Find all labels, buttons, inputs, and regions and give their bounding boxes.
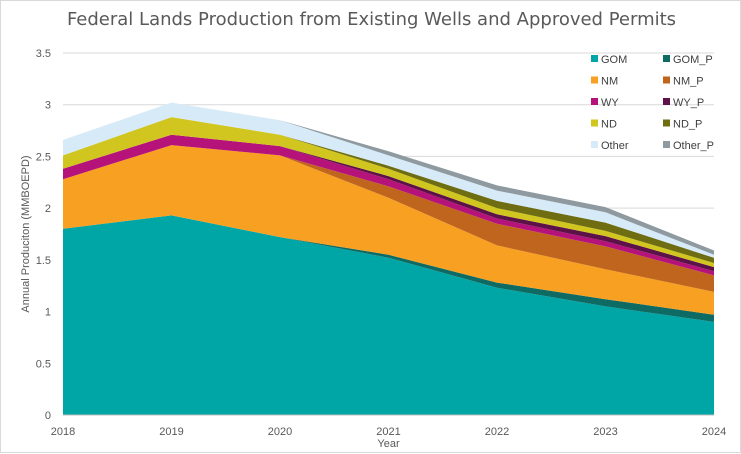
axes: 0 0.5 1 1.5 2 2.5 3 3.5 2018 2019 2020 2021 2022 2023… [36,48,727,438]
y-tick-label: 3 [45,100,51,112]
x-tick-label: 2018 [51,426,75,438]
legend-swatch [663,141,670,148]
x-tick-label: 2024 [702,426,726,438]
area-nm-p [63,145,714,292]
legend-label: GOM [601,54,627,66]
y-tick-label: 2 [45,203,51,215]
x-tick-label: 2019 [159,426,183,438]
x-tick-label: 2020 [268,426,292,438]
x-axis-title: Year [377,438,400,450]
legend-label: ND [601,119,617,131]
legend-swatch [591,55,598,62]
legend-label: WY_P [673,97,704,109]
legend-label: Other [601,140,629,152]
legend-swatch [663,55,670,62]
x-tick-label: 2022 [485,426,509,438]
x-tick-label: 2023 [593,426,617,438]
legend-label: GOM_P [673,54,713,66]
legend-swatch [663,98,670,105]
legend-label: NM [601,76,618,88]
legend-label: ND_P [673,119,702,131]
legend-swatch [663,76,670,84]
y-tick-label: 0.5 [36,358,51,370]
y-tick-label: 1 [45,307,51,319]
legend-swatch [591,98,598,105]
y-tick-label: 0 [45,410,51,422]
area-wy [63,134,714,276]
legend-swatch [591,76,598,84]
y-tick-label: 3.5 [36,48,51,60]
y-tick-label: 2.5 [36,151,51,163]
area-gom-p [63,215,714,322]
legend-label: NM_P [673,76,704,88]
legend-swatch [591,119,598,127]
legend-swatch [591,141,598,148]
x-tick-label: 2021 [376,426,400,438]
chart-title: Federal Lands Production from Existing W… [66,9,677,30]
area-gom [63,215,714,415]
legend: GOM GOM_P NM NM_P WY WY_P ND ND_P Other Other_P [591,54,714,152]
area-series [63,102,714,415]
area-nm [63,145,714,315]
y-tick-label: 1.5 [36,255,51,267]
legend-label: WY [601,97,619,109]
legend-label: Other_P [673,140,714,152]
area-other [63,102,714,258]
legend-swatch [663,119,670,127]
y-axis-title: Annual Produciton (MMBOEPD) [20,155,32,312]
